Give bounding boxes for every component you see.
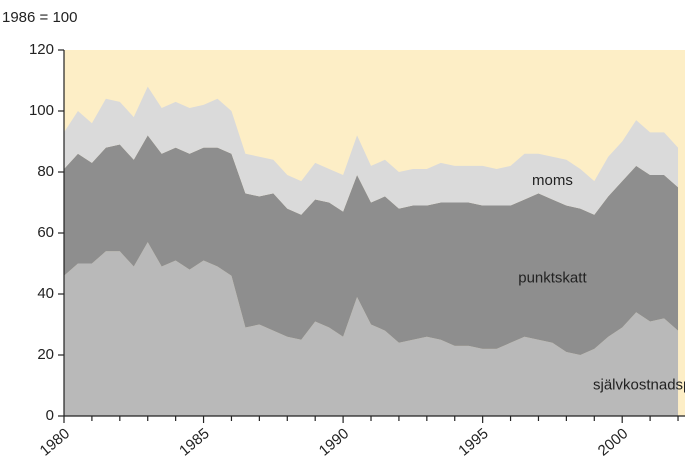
y-tick-label: 80 <box>37 163 54 180</box>
x-tick-label: 1985 <box>176 425 212 459</box>
x-tick-label: 2000 <box>595 425 631 459</box>
y-tick-label: 60 <box>37 224 54 241</box>
y-tick-label: 120 <box>29 41 54 58</box>
y-tick-label: 100 <box>29 102 54 119</box>
y-tick-label: 20 <box>37 346 54 363</box>
x-tick-label: 1995 <box>455 425 491 459</box>
series-label: punktskatt <box>518 270 587 287</box>
area <box>64 242 679 416</box>
x-tick-label: 1980 <box>37 425 73 459</box>
y-tick-label: 40 <box>37 285 54 302</box>
area <box>64 86 679 215</box>
x-tick-label: 1990 <box>316 425 352 459</box>
series-label: moms <box>532 172 573 189</box>
y-tick-label: 0 <box>46 407 54 424</box>
series-label: självkostnadspris <box>593 376 685 393</box>
y-axis-label: 1986 = 100 <box>2 9 78 26</box>
area <box>64 135 679 355</box>
